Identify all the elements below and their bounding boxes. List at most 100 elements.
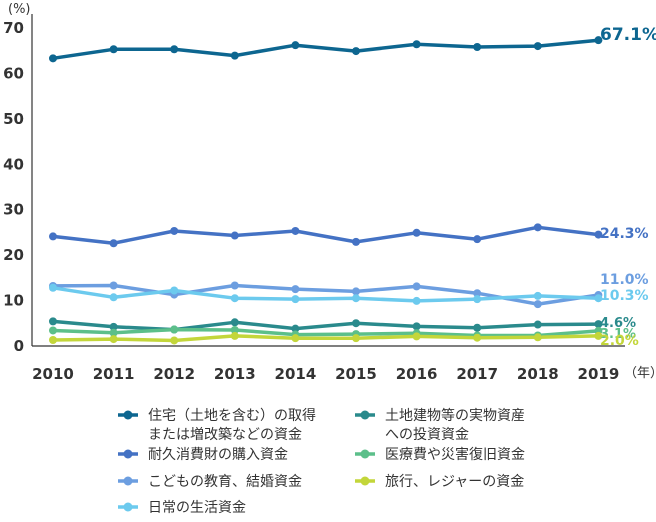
data-point: [594, 320, 603, 329]
data-point: [594, 230, 603, 239]
data-point: [473, 295, 482, 304]
data-point: [291, 285, 300, 294]
data-point: [49, 317, 57, 326]
data-point: [291, 324, 300, 333]
data-point: [594, 36, 603, 45]
legend-swatch-marker: [360, 449, 370, 459]
data-point: [352, 47, 360, 56]
legend-label: または増改築などの資金: [148, 427, 302, 443]
x-tick-label: 2016: [396, 365, 438, 383]
data-point: [473, 333, 482, 342]
end-label-3: 24.3%: [600, 226, 649, 242]
legend-swatch-marker: [360, 476, 370, 486]
data-point: [230, 331, 239, 340]
series-line-1: [51, 38, 601, 61]
data-point: [109, 328, 118, 337]
axes: (%) 0 10 20 30 40 50 60 70 2010 2011 2012 2013 2014 20…: [3, 2, 656, 383]
data-point: [533, 333, 542, 342]
series-line-2: [51, 319, 601, 332]
end-label-7: 10.3%: [600, 288, 649, 304]
data-point: [352, 294, 360, 303]
data-point: [170, 336, 179, 345]
legend-swatch-marker: [123, 410, 133, 420]
data-point: [533, 300, 542, 309]
legend-label: 旅行、レジャーの資金: [385, 474, 524, 490]
data-point: [291, 334, 300, 343]
data-point: [109, 293, 118, 302]
x-tick-label: 2012: [153, 365, 195, 383]
y-tick-label: 70: [3, 19, 24, 37]
data-point: [594, 331, 603, 340]
legend-swatch-marker: [123, 476, 133, 486]
data-point: [109, 335, 118, 344]
end-label-4: 3.1%: [600, 327, 636, 342]
data-point: [412, 322, 421, 331]
data-point: [230, 51, 239, 60]
y-tick-label: 0: [14, 337, 24, 355]
data-point: [170, 286, 179, 295]
data-point: [533, 42, 542, 51]
series-line-4: [51, 327, 601, 338]
legend-label: 医療費や災害復旧資金: [385, 446, 525, 463]
data-point: [49, 283, 57, 292]
data-point: [109, 45, 118, 54]
end-label-1: 67.1%: [600, 25, 656, 45]
data-point: [533, 291, 542, 300]
data-point: [594, 294, 603, 303]
data-point: [291, 295, 300, 304]
data-point: [49, 54, 57, 63]
data-point: [230, 281, 239, 290]
x-tick-label: 2011: [93, 365, 135, 383]
data-point: [352, 287, 360, 296]
series-line-7: [51, 286, 601, 303]
legend-label: 日常の生活資金: [148, 500, 246, 516]
legend-swatch-marker: [123, 449, 133, 459]
x-tick-label: 2015: [335, 365, 377, 383]
legend-label: 土地建物等の実物資産: [385, 407, 525, 424]
legend-label: 住宅（土地を含む）の取得: [148, 407, 316, 424]
data-point: [533, 223, 542, 232]
data-point: [49, 232, 57, 241]
data-point: [170, 226, 179, 235]
y-tick-label: 50: [3, 110, 24, 128]
data-point: [352, 334, 360, 343]
y-tick-label: 60: [3, 64, 24, 82]
legend-label: 耐久消費財の購入資金: [148, 447, 288, 463]
legend-label: への投資資金: [385, 427, 469, 443]
data-point: [473, 289, 482, 298]
end-label-2: 4.6%: [600, 316, 636, 331]
data-point: [473, 235, 482, 244]
data-point: [412, 40, 421, 49]
data-point: [291, 226, 300, 235]
y-axis-unit: (%): [8, 2, 31, 17]
data-point: [109, 322, 118, 331]
data-point: [109, 281, 118, 290]
data-point: [352, 237, 360, 246]
data-point: [49, 326, 57, 335]
data-point: [473, 323, 482, 332]
x-tick-label: 2013: [214, 365, 256, 383]
data-point: [230, 294, 239, 303]
data-point: [533, 320, 542, 329]
data-point: [230, 326, 239, 335]
y-tick-label: 40: [3, 155, 24, 173]
data-point: [230, 318, 239, 327]
data-point: [473, 42, 482, 51]
x-tick-label: 2010: [32, 365, 74, 383]
data-point: [49, 336, 57, 345]
series-line-3: [51, 225, 601, 245]
legend-label: こどもの教育、結婚資金: [148, 474, 302, 490]
end-label-6: 2.0%: [600, 333, 639, 349]
end-labels: 67.1% 4.6% 24.3% 3.1% 11.0% 2.0% 10.3%: [600, 25, 656, 349]
legend-swatch-marker: [123, 502, 133, 512]
x-tick-label: 2019: [578, 365, 620, 383]
data-point: [170, 45, 179, 54]
y-tick-label: 10: [3, 292, 24, 310]
y-tick-label: 20: [3, 246, 24, 264]
x-axis-unit: （年）: [624, 366, 656, 381]
series-layer: [49, 36, 603, 345]
legend-swatch-marker: [360, 410, 370, 420]
